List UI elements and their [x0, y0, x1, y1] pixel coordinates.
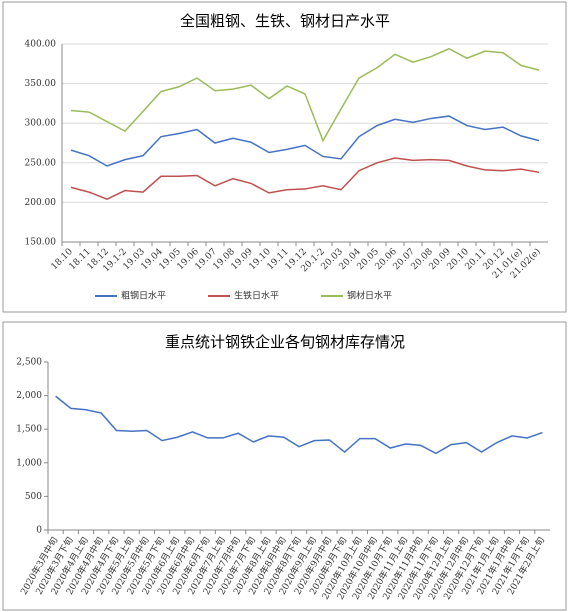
legend-label: 钢材日水平	[347, 290, 392, 302]
y-tick-label: 200.00	[25, 198, 57, 208]
line-series	[70, 157, 540, 201]
y-tick-label: 2,500	[16, 358, 42, 368]
y-tick-label: 0	[36, 526, 42, 536]
y-tick-label: 250.00	[25, 158, 57, 168]
line-series	[70, 115, 540, 167]
chart-title: 全国粗钢、生铁、钢材日产水平	[180, 12, 390, 30]
legend-label: 粗钢日水平	[121, 290, 166, 302]
y-tick-label: 1,000	[16, 458, 42, 468]
y-tick-label: 150.00	[25, 238, 57, 248]
chart-title: 重点统计钢铁企业各旬钢材库存情况	[165, 333, 405, 351]
y-tick-label: 350.00	[25, 79, 57, 89]
line-series	[70, 47, 540, 143]
y-tick-label: 300.00	[25, 119, 57, 129]
chart-frame	[2, 321, 567, 611]
y-tick-label: 500	[25, 492, 42, 502]
line-series	[55, 395, 543, 455]
legend-label: 生铁日水平	[234, 290, 279, 302]
chart-frame	[2, 1, 567, 313]
y-tick-label: 2,000	[16, 391, 42, 401]
y-tick-label: 1,500	[16, 425, 42, 435]
y-tick-label: 400.00	[25, 40, 57, 50]
